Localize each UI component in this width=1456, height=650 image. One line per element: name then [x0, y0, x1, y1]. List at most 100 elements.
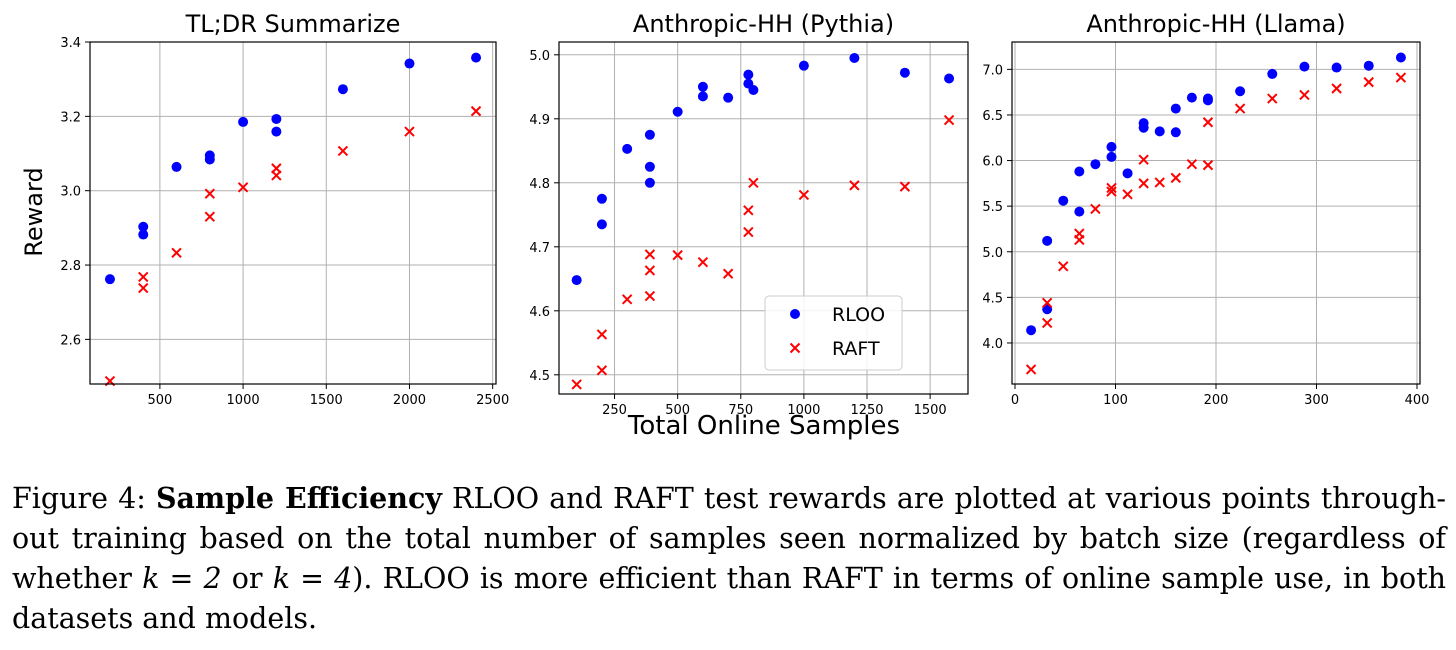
- figure-caption: Figure 4: Sample Efficiency RLOO and RAF…: [12, 478, 1446, 639]
- x-tick-label: 1250: [850, 403, 883, 418]
- raft-point: [644, 290, 656, 302]
- legend-label-raft: RAFT: [832, 338, 880, 360]
- rloo-point: [1202, 95, 1213, 106]
- y-tick-label: 4.9: [529, 113, 550, 128]
- rloo-point: [138, 221, 149, 232]
- y-tick-label: 6.0: [982, 155, 1003, 170]
- raft-point: [798, 189, 810, 201]
- raft-point: [1170, 172, 1182, 184]
- x-tick-label: 750: [728, 403, 753, 418]
- raft-point: [1025, 364, 1037, 375]
- rloo-point: [1138, 122, 1149, 133]
- raft-point: [644, 249, 656, 260]
- x-tick-label: 300: [1304, 393, 1329, 408]
- rloo-point: [697, 81, 708, 92]
- y-tick-label: 4.7: [529, 241, 550, 256]
- y-tick-label: 3.2: [60, 110, 81, 125]
- rloo-point: [596, 219, 607, 230]
- x-tick-label: 500: [665, 403, 690, 418]
- raft-point: [1138, 178, 1149, 189]
- x-tick-label: 1000: [787, 403, 820, 418]
- rloo-point: [104, 274, 115, 285]
- raft-point: [697, 256, 709, 268]
- raft-point: [404, 126, 415, 137]
- rloo-point: [138, 229, 149, 240]
- legend: RLOO RAFT: [764, 295, 903, 371]
- y-tick-label: 4.8: [529, 177, 550, 192]
- rloo-point: [271, 113, 282, 124]
- rloo-point: [697, 91, 708, 102]
- raft-point: [596, 365, 608, 376]
- rloo-point: [849, 53, 860, 63]
- rloo-point: [1122, 168, 1133, 179]
- rloo-point: [1106, 151, 1117, 162]
- rloo-point: [1074, 206, 1085, 217]
- raft-point: [1202, 117, 1214, 128]
- caption-text-1: RLOO and RAFT test rewards are plotted a…: [12, 482, 1447, 595]
- rloo-point: [672, 106, 683, 117]
- raft-point: [1041, 317, 1053, 329]
- y-tick-label: 3.4: [60, 36, 81, 51]
- rloo-point: [1235, 86, 1246, 97]
- raft-point: [1267, 93, 1278, 104]
- rloo-point: [337, 84, 348, 95]
- rloo-point: [404, 58, 415, 69]
- y-tick-label: 2.8: [60, 259, 81, 274]
- raft-point: [204, 211, 216, 222]
- rloo-point: [596, 193, 607, 204]
- raft-point: [748, 177, 759, 189]
- plot-panel-1: 500 1000 1500 2000 2500 2.6 2.8 3.0 3.2 3.4 TL;DR …: [60, 10, 509, 408]
- x-axis-label: Total Online Samples: [627, 411, 900, 441]
- raft-point: [571, 379, 582, 390]
- x-tick-label: 200: [1204, 393, 1229, 408]
- legend-raft-marker: [789, 342, 801, 354]
- rloo-point: [944, 73, 955, 84]
- rloo-point: [899, 67, 910, 78]
- x-tick-label: 0: [1011, 393, 1019, 408]
- legend-rloo-marker: [790, 309, 800, 319]
- raft-point: [337, 145, 349, 157]
- raft-point: [1331, 83, 1342, 94]
- plot-frame: [558, 41, 969, 395]
- rloo-point: [1154, 126, 1165, 137]
- rloo-point: [1186, 92, 1197, 103]
- x-tick-label: 2000: [393, 393, 426, 408]
- y-tick-label: 2.6: [60, 333, 81, 348]
- rloo-point: [571, 275, 582, 286]
- x-tick-label: 400: [1405, 393, 1430, 408]
- raft-point: [171, 247, 182, 258]
- raft-point: [1186, 159, 1198, 170]
- raft-point: [138, 282, 149, 294]
- rloo-point: [1106, 141, 1117, 152]
- raft-point: [943, 114, 955, 126]
- rloo-point: [1170, 127, 1181, 138]
- raft-point: [1106, 182, 1117, 194]
- rloo-point: [1299, 61, 1310, 72]
- y-tick-label: 4.5: [529, 369, 550, 384]
- raft-point: [596, 329, 608, 340]
- rloo-point: [1170, 103, 1181, 114]
- rloo-point: [1058, 195, 1069, 206]
- x-tick-label: 1000: [227, 393, 260, 408]
- y-tick-label: 5.5: [982, 200, 1003, 215]
- plot-panels: 500 1000 1500 2000 25002.62.83.03.23.4TL;DR …: [60, 10, 1429, 418]
- raft-point: [722, 268, 734, 279]
- caption-bold-title: Sample Efficiency: [155, 481, 442, 515]
- rloo-point: [743, 69, 754, 80]
- y-tick-label: 3.0: [60, 185, 81, 200]
- plot-panel-3: 0 100 200 300 400 4.0 4.5 5.0 5.5 6.0 6.5 7.0 Anthro…: [982, 10, 1429, 408]
- rloo-point: [238, 116, 249, 127]
- raft-point: [621, 294, 633, 305]
- raft-point: [1363, 76, 1374, 88]
- rloo-point: [644, 177, 655, 188]
- rloo-point: [748, 85, 759, 95]
- y-tick-label: 4.6: [529, 305, 550, 320]
- y-tick-label: 4.0: [982, 337, 1003, 352]
- raft-point: [849, 180, 860, 191]
- raft-point: [237, 182, 249, 193]
- rloo-point: [1026, 325, 1037, 336]
- raft-point: [1058, 261, 1069, 272]
- x-tick-label: 1500: [310, 393, 343, 408]
- raft-point: [204, 188, 216, 199]
- rloo-point: [1395, 52, 1406, 63]
